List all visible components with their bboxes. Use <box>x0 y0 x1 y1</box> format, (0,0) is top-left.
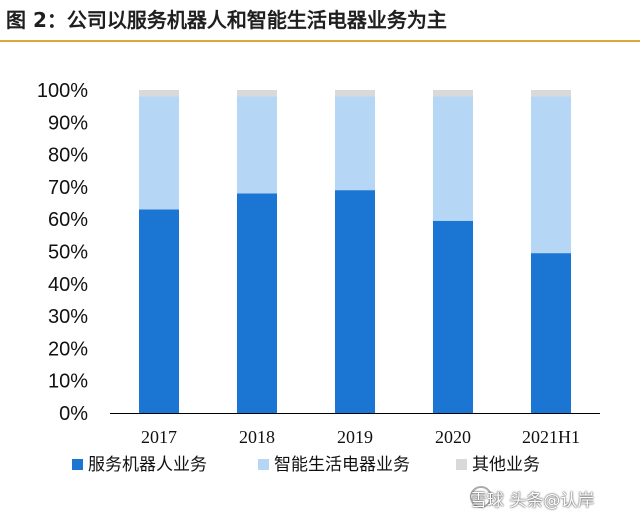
figure-title: 图 2：公司以服务机器人和智能生活电器业务为主 <box>6 8 447 32</box>
bar-segment-2021H1-series-2 <box>531 90 571 97</box>
bar-segment-2018-series-2 <box>237 90 277 97</box>
x-tick-label: 2018 <box>239 427 275 447</box>
x-tick-label: 2020 <box>435 427 471 447</box>
bar-segment-2019-series-2 <box>335 90 375 97</box>
bar-segment-2020-series-2 <box>433 90 473 97</box>
bar-segment-2019-series-0 <box>335 190 375 413</box>
x-tick-label: 2019 <box>337 427 373 447</box>
legend-label: 服务机器人业务 <box>88 455 207 475</box>
y-tick-label: 10% <box>48 371 88 393</box>
x-tick-label: 2021H1 <box>522 427 580 447</box>
y-tick-label: 20% <box>48 338 88 360</box>
legend-swatch <box>72 459 83 470</box>
watermark: 雪球 头条@认岸 <box>470 491 595 511</box>
legend: 服务机器人业务 智能生活电器业务 其他业务 <box>72 455 540 475</box>
bar-segment-2020-series-0 <box>433 220 473 413</box>
title-rule <box>0 40 640 42</box>
bar-segment-2018-series-0 <box>237 193 277 413</box>
y-tick-label: 80% <box>48 145 88 167</box>
bars <box>139 90 571 413</box>
legend-label: 智能生活电器业务 <box>274 455 410 475</box>
x-tick-label: 2017 <box>141 427 177 447</box>
bar-segment-2017-series-0 <box>139 209 179 413</box>
y-tick-label: 50% <box>48 242 88 264</box>
legend-swatch <box>456 459 467 470</box>
y-tick-label: 40% <box>48 274 88 296</box>
y-axis-ticks: 0% 10% 20% 30% 40% 50% 60% 70% 80% 90% 100% <box>37 80 88 425</box>
bar-segment-2020-series-1 <box>433 96 473 221</box>
bar-segment-2021H1-series-1 <box>531 96 571 254</box>
y-tick-label: 60% <box>48 209 88 231</box>
y-tick-label: 100% <box>37 80 88 102</box>
x-axis-ticks: 2017 2018 2019 2020 2021H1 <box>141 427 580 447</box>
watermark-logo-icon <box>470 486 492 508</box>
bar-segment-2018-series-1 <box>237 96 277 194</box>
legend-swatch <box>258 459 269 470</box>
y-tick-label: 90% <box>48 112 88 134</box>
legend-label: 其他业务 <box>472 455 540 475</box>
bar-segment-2021H1-series-0 <box>531 253 571 413</box>
bar-segment-2019-series-1 <box>335 96 375 191</box>
y-tick-label: 30% <box>48 306 88 328</box>
bar-segment-2017-series-2 <box>139 90 179 97</box>
bar-segment-2017-series-1 <box>139 96 179 210</box>
y-tick-label: 0% <box>59 403 88 425</box>
y-tick-label: 70% <box>48 177 88 199</box>
